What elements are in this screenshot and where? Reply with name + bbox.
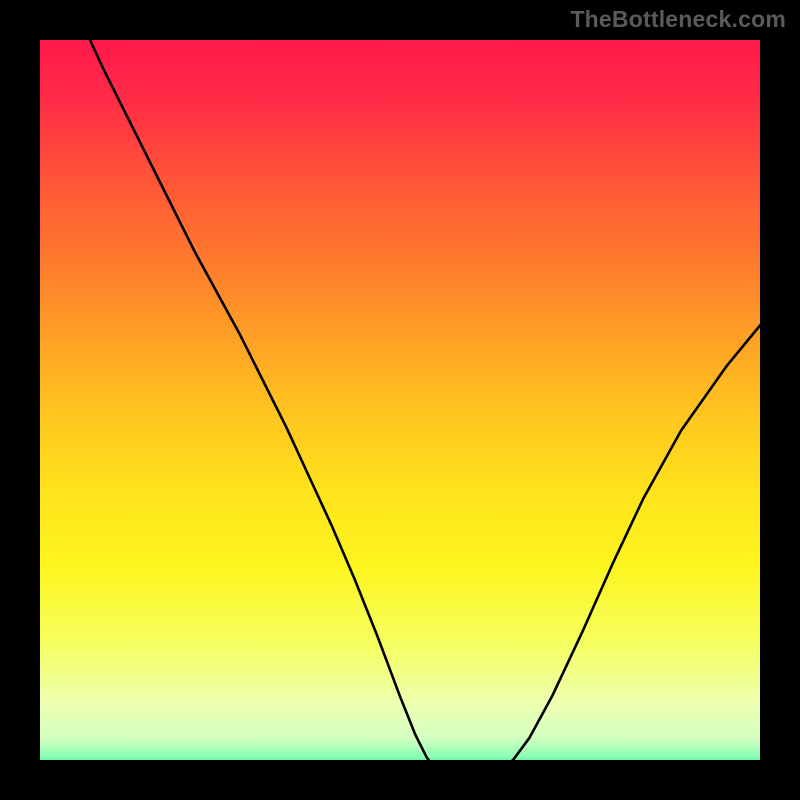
chart-container: TheBottleneck.com: [0, 0, 800, 800]
watermark-text: TheBottleneck.com: [570, 6, 786, 33]
plot-background: [20, 20, 780, 780]
bottleneck-chart: [0, 0, 800, 800]
